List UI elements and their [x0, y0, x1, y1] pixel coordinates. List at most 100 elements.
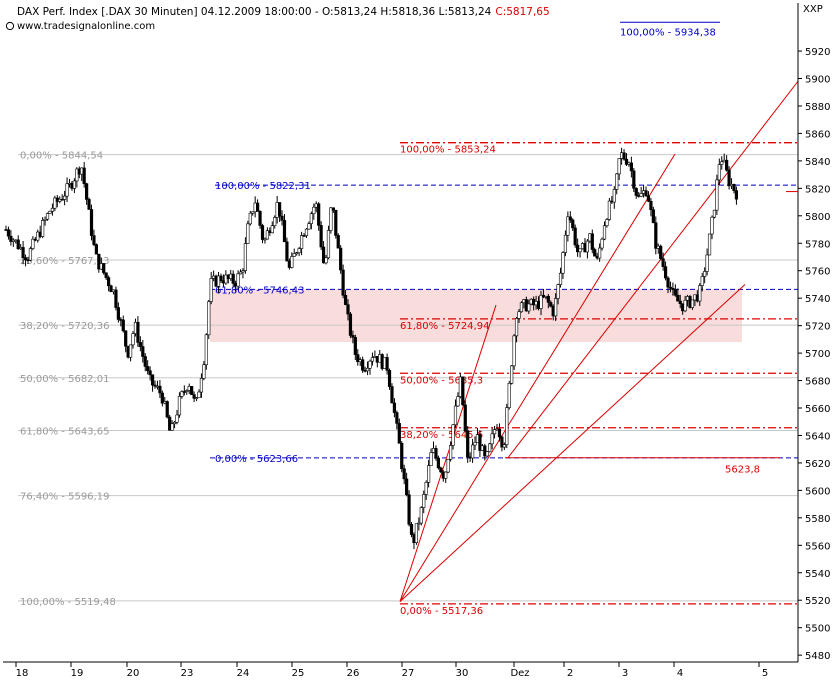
candle-body [654, 222, 658, 249]
candle-body [182, 391, 186, 393]
candle-body [639, 193, 643, 197]
candle-body [439, 467, 443, 473]
candle-body [219, 275, 223, 281]
candle-body [9, 235, 13, 242]
candle-body [727, 169, 731, 187]
candle-body [444, 471, 448, 479]
x-tick-label: 30 [456, 668, 469, 679]
candle-body [563, 234, 568, 253]
candle-body [160, 392, 164, 404]
y-tick-label: 5660 [805, 404, 830, 415]
y-tick-label: 5840 [805, 157, 830, 168]
candle-body [207, 301, 211, 336]
candle-body [488, 443, 492, 452]
candle-body [397, 423, 401, 444]
candle-body [712, 209, 717, 218]
fib-blue-label: 61,80% - 5746,43 [215, 285, 304, 296]
candle-body [270, 225, 274, 234]
candle-body [605, 219, 609, 227]
candle-body [153, 384, 157, 387]
fib-red-label: 0,00% - 5517,36 [400, 606, 483, 617]
candle-body [622, 152, 626, 160]
candle-body [561, 252, 565, 274]
candle-body [180, 391, 184, 397]
candle-body [292, 253, 296, 257]
fib-red-label: 100,00% - 5853,24 [400, 145, 496, 156]
copyright-icon [5, 21, 15, 31]
y-tick-label: 5820 [805, 184, 830, 195]
x-tick-label: 18 [16, 668, 29, 679]
candle-body [427, 465, 431, 483]
candle-body [141, 346, 145, 357]
candle-body [566, 216, 570, 236]
candle-body [185, 390, 189, 392]
candle-body [661, 258, 665, 267]
y-tick-label: 5720 [805, 322, 830, 333]
x-tick-label: 20 [127, 668, 140, 679]
candle-body [331, 207, 335, 211]
candle-body [483, 445, 487, 457]
corner-label: XXP [803, 4, 823, 15]
candle-body [260, 225, 265, 240]
candles [4, 147, 739, 550]
candle-body [329, 207, 333, 231]
candle-body [666, 277, 670, 288]
candle-body [365, 367, 370, 372]
candle-body [248, 212, 252, 225]
candle-body [361, 359, 365, 371]
y-tick-label: 5740 [805, 294, 830, 305]
y-tick-label: 5560 [805, 541, 830, 552]
candle-body [419, 507, 423, 524]
candle-body [231, 273, 235, 284]
candle-body [414, 523, 419, 544]
candle-body [177, 396, 182, 416]
fib-cluster-zone [210, 289, 742, 343]
fan-line [399, 304, 497, 602]
y-tick-label: 5620 [805, 459, 830, 470]
candle-body [502, 444, 506, 448]
candle-body [190, 386, 194, 395]
y-tick-label: 5540 [805, 569, 830, 580]
candle-body [238, 271, 243, 275]
candle-body [60, 198, 64, 201]
candle-body [492, 429, 497, 435]
candle-body [138, 342, 142, 347]
fib-red-label: 38,20% - 5645,6 [400, 430, 483, 441]
candle-body [514, 318, 519, 337]
fib-grey-label: 38,20% - 5720,36 [20, 321, 109, 332]
candle-body [343, 295, 348, 305]
candle-body [202, 364, 206, 379]
candle-body [519, 302, 524, 313]
candle-body [671, 288, 675, 290]
candle-body [593, 249, 597, 257]
candle-body [725, 159, 729, 171]
fibonacci-layer: 100,00% - 5822,31 61,80% - 5746,43 0,00% -… [210, 21, 798, 617]
candle-body [197, 391, 201, 399]
y-tick-label: 5520 [805, 596, 830, 607]
candle-body [556, 284, 560, 299]
y-tick-label: 5680 [805, 377, 830, 388]
candle-body [256, 202, 260, 212]
candle-body [600, 238, 604, 249]
candle-body [422, 494, 426, 508]
candle-body [707, 233, 712, 256]
x-tick-label: Dez [510, 668, 529, 679]
candle-body [65, 183, 69, 197]
candle-body [485, 451, 489, 457]
candle-body [734, 190, 739, 200]
candle-body [107, 277, 111, 287]
candle-body [456, 396, 460, 407]
candle-body [172, 421, 177, 425]
candle-body [466, 430, 470, 458]
candle-body [246, 223, 250, 244]
candle-body [617, 158, 621, 175]
chart-title: DAX Perf. Index [.DAX 30 Minuten] 04.12.… [17, 6, 550, 18]
candle-body [470, 444, 475, 459]
candle-body [634, 188, 638, 196]
candle-body [336, 235, 340, 249]
candle-body [424, 482, 428, 495]
candle-body [114, 289, 118, 308]
candle-body [624, 158, 629, 165]
candle-body [194, 397, 199, 400]
candle-body [554, 298, 558, 317]
